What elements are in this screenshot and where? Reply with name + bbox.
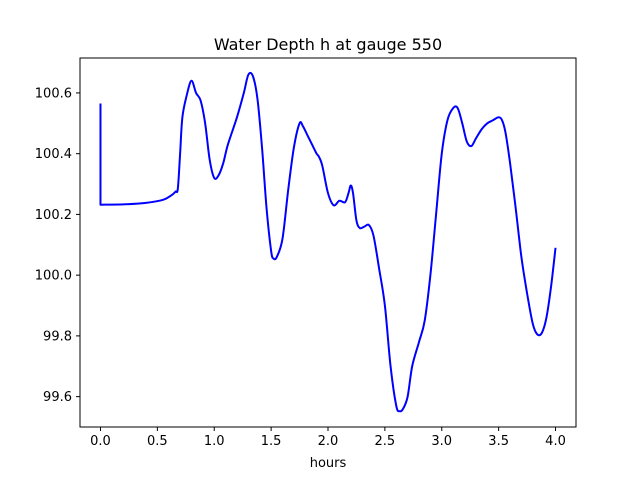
x-tick-label: 4.0 [545,434,566,449]
x-tick-label: 0.0 [90,434,111,449]
y-tick-label: 99.8 [43,329,72,344]
y-tick-label: 100.0 [35,269,72,284]
x-tick-label: 3.0 [431,434,452,449]
y-axis: 99.6 99.8 100.0 100.2 100.4 100.6 [35,86,80,405]
x-axis-label: hours [310,456,347,471]
x-tick-label: 2.5 [375,434,396,449]
x-tick-label: 0.5 [147,434,168,449]
series-line [99,71,557,413]
x-tick-label: 1.0 [204,434,225,449]
y-tick-label: 99.6 [43,390,72,405]
x-tick-label: 3.5 [488,434,509,449]
y-tick-label: 100.6 [35,86,72,101]
x-axis: 0.0 0.5 1.0 1.5 2.0 2.5 3.0 3.5 4.0 [90,427,566,449]
y-tick-label: 100.4 [35,147,72,162]
y-tick-label: 100.2 [35,208,72,223]
x-tick-label: 2.0 [318,434,339,449]
x-tick-label: 1.5 [261,434,282,449]
chart-title: Water Depth h at gauge 550 [214,35,442,54]
